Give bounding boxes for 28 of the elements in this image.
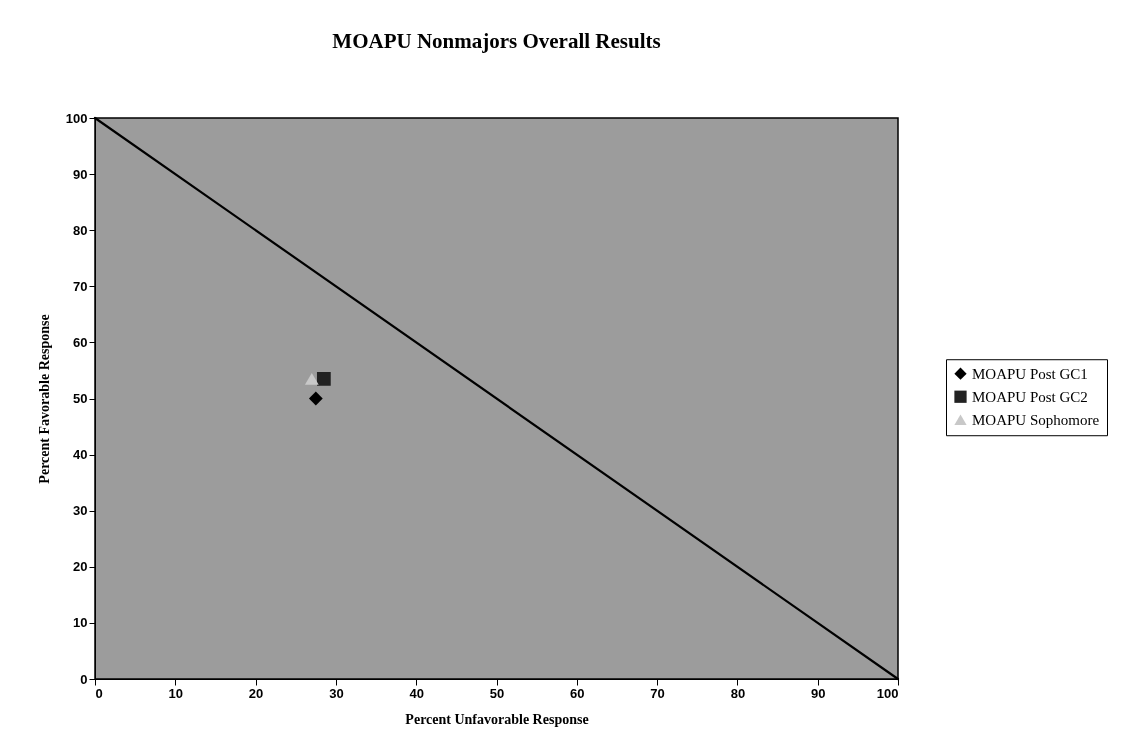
y-tick-label: 100 [65,110,88,126]
x-tick-label: 50 [489,685,505,701]
y-tick-label: 70 [73,278,88,294]
y-tick-label: 30 [73,503,88,519]
legend-label: MOAPU Post GC2 [972,388,1088,405]
x-tick-label: 100 [876,685,899,701]
x-tick-label: 30 [329,685,344,701]
x-tick-label: 60 [570,685,585,701]
y-tick-label: 80 [73,222,88,238]
x-tick-label: 90 [810,685,826,701]
y-tick-label: 0 [80,671,88,687]
y-tick-label: 50 [73,391,88,406]
y-axis-title: Percent Favorable Response [36,314,52,484]
legend-label: MOAPU Sophomore [972,411,1100,428]
y-tick-label: 10 [73,615,88,631]
y-tick-label: 20 [73,559,88,575]
x-axis-title: Percent Unfavorable Response [405,711,589,727]
legend-label: MOAPU Post GC1 [972,365,1088,382]
y-tick-label: 40 [73,447,88,463]
x-tick-label: 10 [168,685,184,701]
x-tick-label: 20 [248,685,264,701]
chart-title: MOAPU Nonmajors Overall Results [332,29,661,53]
x-tick-label: 80 [730,685,746,701]
x-tick-label: 70 [650,685,665,701]
y-tick-label: 90 [73,166,88,182]
x-tick-label: 0 [95,685,103,701]
y-tick-label: 60 [73,334,88,350]
x-tick-label: 40 [409,685,424,701]
